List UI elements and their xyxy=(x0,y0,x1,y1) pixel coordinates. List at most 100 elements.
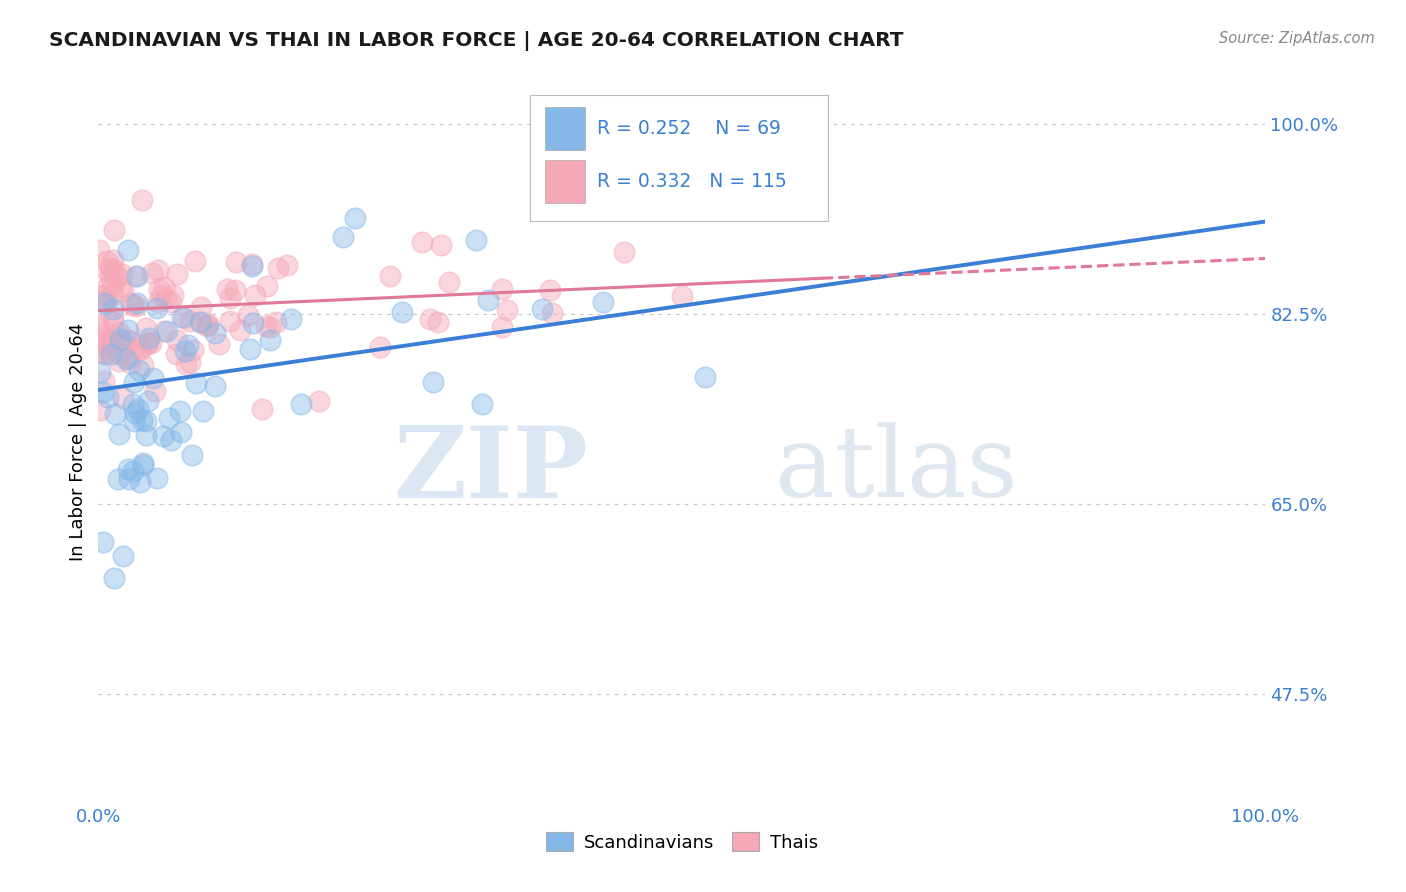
Point xyxy=(90,287,112,301)
Point xyxy=(91,337,114,351)
Point xyxy=(136,336,159,351)
Point xyxy=(122,341,145,355)
Point xyxy=(122,414,145,428)
Point xyxy=(530,301,553,316)
Point xyxy=(89,403,111,417)
Point xyxy=(264,315,287,329)
Point xyxy=(115,352,138,367)
Point xyxy=(103,253,125,268)
Point xyxy=(152,324,174,338)
Point xyxy=(391,304,413,318)
Point xyxy=(427,315,450,329)
Point xyxy=(155,291,177,305)
Point xyxy=(592,294,614,309)
Point xyxy=(225,254,247,268)
Point xyxy=(131,412,153,426)
Text: R = 0.332   N = 115: R = 0.332 N = 115 xyxy=(596,172,786,191)
Point xyxy=(166,267,188,281)
Point xyxy=(197,317,219,331)
Point xyxy=(118,472,141,486)
Point xyxy=(143,384,166,398)
Point xyxy=(240,257,263,271)
Point xyxy=(148,282,170,296)
Point xyxy=(135,428,157,442)
Point xyxy=(218,313,240,327)
Point xyxy=(120,356,142,370)
Point xyxy=(117,322,139,336)
Point xyxy=(135,320,157,334)
Point xyxy=(97,390,120,404)
Point xyxy=(132,456,155,470)
Point xyxy=(101,334,124,348)
Point xyxy=(165,346,187,360)
Point xyxy=(129,342,152,356)
Point xyxy=(368,340,391,354)
Point xyxy=(103,571,125,585)
Point xyxy=(117,462,139,476)
Point xyxy=(96,262,118,277)
Point xyxy=(181,343,204,358)
Y-axis label: In Labor Force | Age 20-64: In Labor Force | Age 20-64 xyxy=(69,322,87,561)
Point xyxy=(280,312,302,326)
Point xyxy=(695,370,717,384)
Point xyxy=(101,310,124,324)
Point xyxy=(89,345,111,359)
Point xyxy=(238,308,260,322)
Point xyxy=(141,266,163,280)
Point xyxy=(104,327,127,342)
Point xyxy=(239,342,262,356)
Point xyxy=(117,351,139,365)
Point xyxy=(179,355,201,369)
Point xyxy=(93,295,115,310)
Point xyxy=(107,354,129,368)
Point xyxy=(174,343,197,358)
Point xyxy=(122,376,145,390)
Point xyxy=(103,261,125,276)
Point xyxy=(176,338,198,352)
Legend: Scandinavians, Thais: Scandinavians, Thais xyxy=(538,825,825,859)
Point xyxy=(111,549,134,563)
Point xyxy=(671,289,693,303)
Point xyxy=(110,347,132,361)
Point xyxy=(125,300,148,314)
Point xyxy=(179,314,201,328)
Point xyxy=(276,258,298,272)
Point xyxy=(91,535,114,549)
Point xyxy=(254,319,277,334)
Point xyxy=(188,315,211,329)
Point xyxy=(208,336,231,351)
Point xyxy=(181,448,204,462)
Point xyxy=(120,334,142,348)
Point xyxy=(243,288,266,302)
Point xyxy=(153,280,176,294)
Point xyxy=(129,475,152,489)
Point xyxy=(162,287,184,301)
Point xyxy=(112,284,135,298)
Point xyxy=(121,464,143,478)
Point xyxy=(219,291,242,305)
Text: ZIP: ZIP xyxy=(394,422,589,519)
Point xyxy=(111,267,134,281)
Point xyxy=(173,310,195,325)
Point xyxy=(146,471,169,485)
Point xyxy=(250,402,273,417)
Point xyxy=(121,396,143,410)
Point xyxy=(229,322,252,336)
Point xyxy=(121,298,143,312)
Point xyxy=(437,275,460,289)
Text: atlas: atlas xyxy=(775,423,1018,518)
Point xyxy=(138,331,160,345)
Point xyxy=(613,245,636,260)
Point xyxy=(259,320,281,334)
Point xyxy=(411,235,433,250)
Point xyxy=(103,223,125,237)
Point xyxy=(195,318,218,332)
Point xyxy=(267,261,290,276)
Point xyxy=(98,261,121,276)
Point xyxy=(93,374,115,388)
Point xyxy=(101,266,124,280)
Point xyxy=(160,433,183,447)
Point xyxy=(96,345,118,359)
Point xyxy=(477,293,499,307)
Text: SCANDINAVIAN VS THAI IN LABOR FORCE | AGE 20-64 CORRELATION CHART: SCANDINAVIAN VS THAI IN LABOR FORCE | AG… xyxy=(49,31,904,51)
